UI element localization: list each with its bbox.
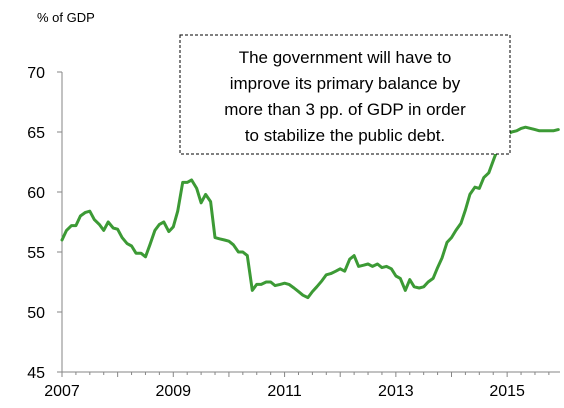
x-tick-label: 2015 (489, 383, 525, 400)
y-tick-label: 50 (27, 305, 45, 322)
y-axis: 45 50 55 60 65 70 (27, 65, 63, 382)
x-tick-label: 2013 (378, 383, 414, 400)
x-axis: 2007 2009 2011 2013 2015 (44, 371, 560, 400)
y-axis-unit-label: % of GDP (37, 10, 95, 25)
series-line (60, 125, 560, 300)
annotation-border (179, 34, 511, 155)
y-tick-label: 65 (27, 125, 45, 142)
series-layer (60, 125, 560, 300)
annotation-box: The government will have to improve its … (179, 34, 511, 155)
y-tick-label: 45 (27, 365, 45, 382)
annotation-line-3: more than 3 pp. of GDP in order (224, 100, 466, 119)
x-tick-label: 2007 (44, 383, 80, 400)
annotation-line-4: to stabilize the public debt. (245, 126, 445, 145)
annotation-line-2: improve its primary balance by (230, 74, 461, 93)
x-tick-label: 2011 (267, 383, 302, 400)
x-tick-label: 2009 (155, 383, 191, 400)
y-tick-label: 70 (27, 65, 45, 82)
y-tick-label: 60 (27, 185, 45, 202)
y-tick-label: 55 (27, 245, 45, 262)
annotation-line-1: The government will have to (239, 48, 452, 67)
